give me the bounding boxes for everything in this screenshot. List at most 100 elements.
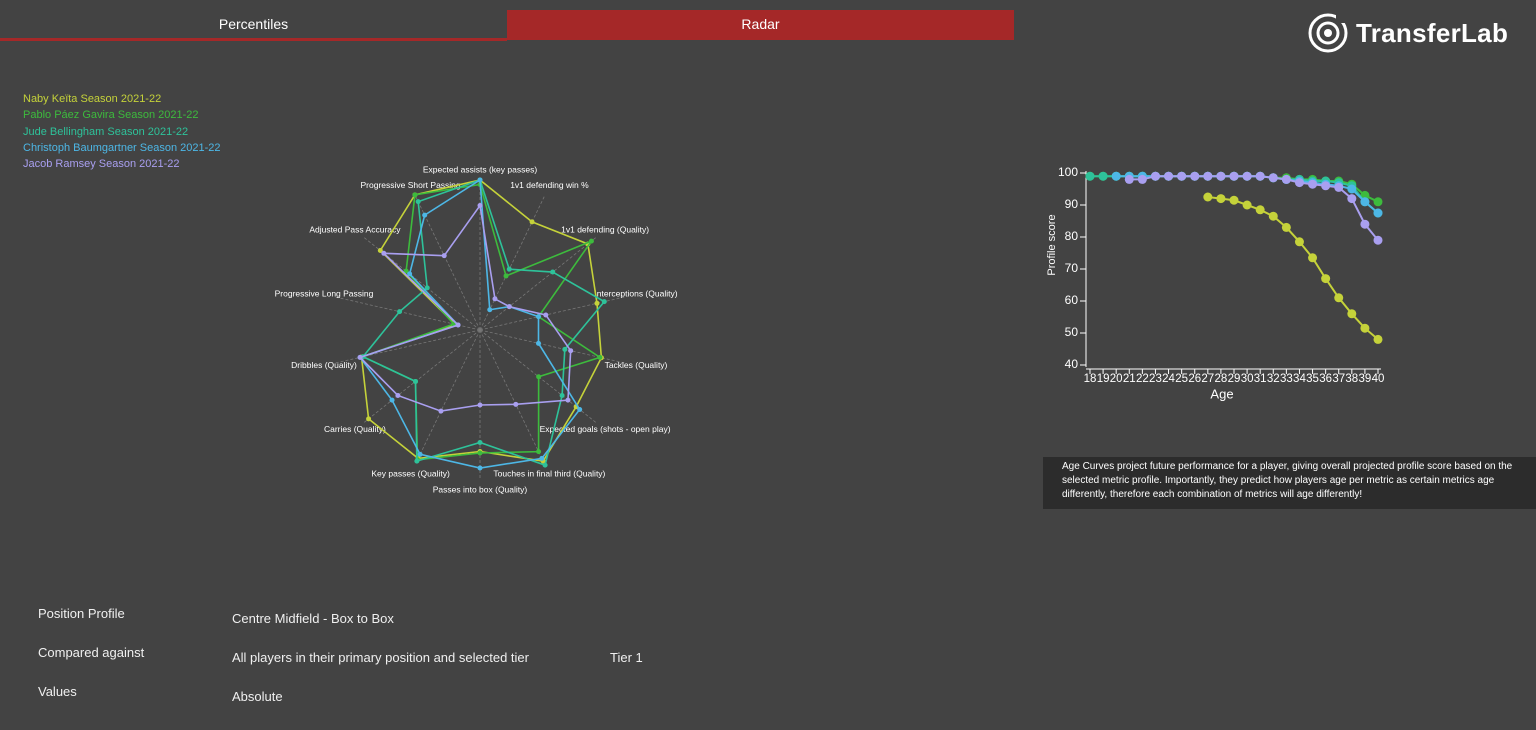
- age-point: [1281, 222, 1291, 232]
- spoke: [479, 296, 627, 331]
- radar-point: [543, 312, 549, 318]
- radar-chart: Expected assists (key passes) 1v1 defendi…: [275, 164, 678, 494]
- axis-label: Progressive Long Passing: [275, 289, 374, 299]
- x-tick-label: 38: [1345, 373, 1358, 385]
- row-value: Absolute: [232, 689, 283, 704]
- radar-point: [397, 309, 403, 315]
- y-axis-label: Profile score: [1046, 214, 1058, 275]
- row-label: Position Profile: [38, 606, 125, 621]
- axis-label: 1v1 defending win %: [510, 180, 589, 190]
- axis-label: Expected goals (shots - open play): [540, 424, 671, 434]
- age-point: [1216, 171, 1226, 181]
- logo: TransferLab: [1306, 10, 1508, 56]
- age-point: [1360, 219, 1370, 229]
- row-value: Tier 1: [610, 650, 643, 665]
- axis-label: Dribbles (Quality): [291, 360, 357, 370]
- spoke: [479, 329, 627, 364]
- y-tick-label: 50: [1065, 325, 1079, 339]
- legend-entry: Jude Bellingham Season 2021-22: [23, 125, 189, 138]
- x-tick-label: 36: [1319, 373, 1332, 385]
- row-label: Compared against: [38, 645, 145, 660]
- x-tick-label: 18: [1084, 373, 1097, 385]
- x-tick-label: 40: [1372, 373, 1385, 385]
- age-point: [1360, 323, 1370, 333]
- axis-label: Carries (Quality): [324, 424, 386, 434]
- radar-point: [366, 416, 372, 422]
- legend-entry: Christoph Baumgartner Season 2021-22: [23, 141, 221, 154]
- x-tick-label: 22: [1136, 373, 1149, 385]
- x-tick-label: 37: [1332, 373, 1345, 385]
- radar-point: [403, 268, 409, 274]
- radar-point: [441, 253, 447, 259]
- radar-point: [389, 397, 395, 403]
- radar-point: [513, 401, 519, 407]
- age-point: [1334, 293, 1344, 303]
- radar-point: [415, 199, 421, 205]
- radar-point: [412, 378, 418, 384]
- x-tick-label: 28: [1215, 373, 1228, 385]
- radar-point: [577, 406, 583, 412]
- y-tick-label: 100: [1058, 165, 1078, 179]
- radar-point: [477, 450, 483, 456]
- age-point: [1268, 211, 1278, 221]
- radar-point: [565, 397, 571, 403]
- radar-point: [492, 296, 498, 302]
- x-tick-label: 19: [1097, 373, 1110, 385]
- radar-point: [477, 402, 483, 408]
- age-point: [1203, 192, 1213, 202]
- x-tick-label: 32: [1267, 373, 1280, 385]
- age-point: [1124, 174, 1134, 184]
- age-point: [1308, 179, 1318, 189]
- x-tick-label: 27: [1201, 373, 1214, 385]
- x-tick-label: 31: [1254, 373, 1267, 385]
- age-point: [1334, 182, 1344, 192]
- radar-point: [601, 299, 607, 305]
- radar-point: [455, 322, 461, 328]
- tab[interactable]: Percentiles: [218, 16, 289, 32]
- age-point: [1111, 171, 1121, 181]
- radar-point: [422, 212, 428, 218]
- x-tick-label: 33: [1280, 373, 1293, 385]
- age-point: [1321, 181, 1331, 191]
- age-point: [1294, 178, 1304, 188]
- x-tick-label: 21: [1123, 373, 1136, 385]
- x-tick-label: 23: [1149, 373, 1162, 385]
- radar-point: [407, 271, 413, 277]
- x-tick-label: 24: [1162, 373, 1175, 385]
- x-tick-label: 34: [1293, 373, 1306, 385]
- radar-point: [506, 266, 512, 272]
- age-point: [1164, 171, 1174, 181]
- x-tick-label: 30: [1241, 373, 1254, 385]
- y-tick-label: 80: [1065, 229, 1079, 243]
- y-tick-label: 70: [1065, 261, 1079, 275]
- radar-point: [477, 440, 483, 445]
- radar-point: [535, 314, 541, 320]
- axis-label: Adjusted Pass Accuracy: [309, 224, 401, 234]
- x-tick-label: 39: [1359, 373, 1372, 385]
- age-point: [1137, 174, 1147, 184]
- radar-point: [542, 462, 548, 468]
- logo-text: TransferLab: [1356, 17, 1509, 48]
- row-value: Centre Midfield - Box to Box: [232, 611, 394, 626]
- radar-point: [438, 408, 444, 414]
- age-point: [1177, 171, 1187, 181]
- spoke: [362, 329, 481, 424]
- tab[interactable]: Radar: [507, 10, 1014, 40]
- age-point: [1242, 171, 1252, 181]
- radar-point: [529, 219, 535, 225]
- radar-point: [559, 392, 565, 398]
- age-point: [1308, 253, 1318, 263]
- radar-point: [357, 354, 363, 360]
- info-note: Age Curves project future performance fo…: [1043, 457, 1536, 509]
- y-tick-label: 90: [1065, 197, 1079, 211]
- axis-label: Key passes (Quality): [371, 468, 450, 478]
- radar-point: [536, 374, 542, 380]
- age-point: [1347, 184, 1357, 194]
- radar-point: [477, 203, 483, 208]
- radar-point: [536, 449, 542, 455]
- age-point: [1373, 197, 1383, 207]
- radar-point: [424, 285, 430, 291]
- age-point: [1242, 200, 1252, 210]
